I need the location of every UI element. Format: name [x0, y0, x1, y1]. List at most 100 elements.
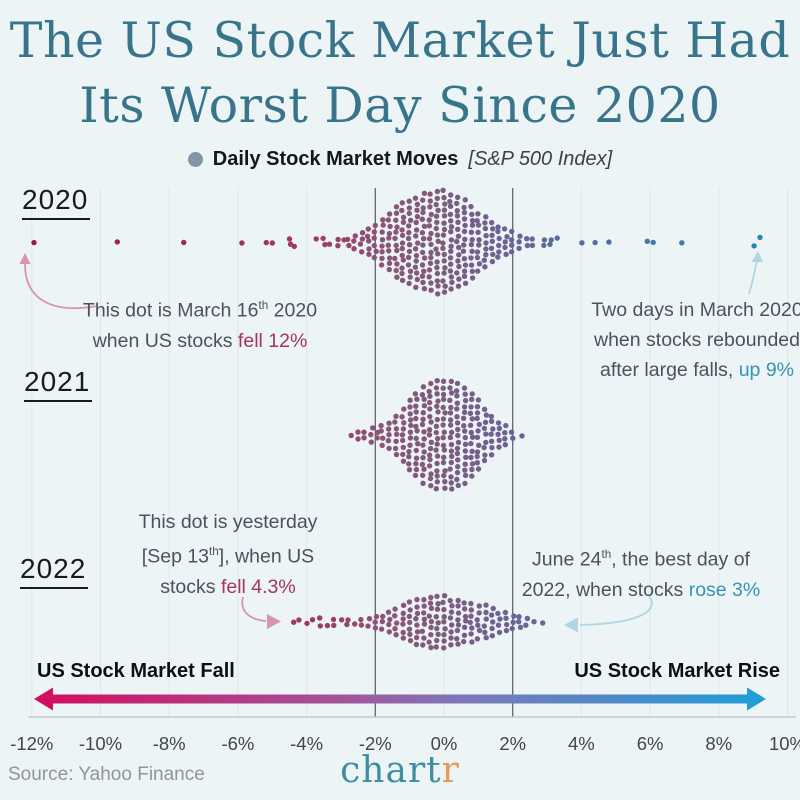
- data-dot: [448, 480, 454, 486]
- data-dot: [462, 391, 468, 397]
- data-dot: [448, 390, 455, 396]
- data-dot: [399, 270, 405, 277]
- data-dot: [386, 235, 392, 241]
- data-dot: [413, 403, 419, 409]
- data-dot: [448, 192, 454, 198]
- data-dot: [456, 276, 462, 282]
- data-dot: [394, 274, 400, 280]
- year-label-2021: 2021: [24, 366, 93, 402]
- data-dot: [400, 621, 406, 627]
- data-dot: [413, 455, 420, 461]
- data-dot: [482, 264, 488, 270]
- data-dot: [392, 255, 398, 262]
- data-dot: [440, 599, 446, 606]
- data-dot: [355, 429, 361, 435]
- data-dot: [489, 232, 495, 238]
- data-dot: [489, 625, 495, 632]
- data-dot: [399, 200, 405, 206]
- data-dot: [379, 618, 386, 625]
- title-line-2: Its Worst Day Since 2020: [79, 77, 721, 134]
- data-dot: [378, 262, 385, 268]
- data-dot: [467, 410, 474, 416]
- data-dot: [461, 268, 468, 274]
- data-dot: [421, 268, 427, 274]
- data-dot: [392, 445, 399, 452]
- data-dot: [405, 235, 412, 242]
- data-dot: [400, 444, 406, 451]
- data-dot: [406, 198, 412, 204]
- data-dot: [407, 637, 414, 644]
- data-dot: [419, 421, 426, 428]
- data-dot: [428, 605, 435, 611]
- data-dot: [407, 268, 414, 274]
- data-dot: [441, 207, 448, 213]
- data-dot: [400, 451, 406, 458]
- data-dot: [434, 403, 440, 409]
- data-dot: [426, 267, 433, 273]
- data-dot: [440, 378, 447, 384]
- data-dot: [496, 444, 502, 450]
- data-dot: [474, 636, 481, 642]
- data-dot: [441, 213, 448, 219]
- data-dot: [468, 607, 474, 613]
- data-dot: [468, 229, 475, 235]
- legend-label: Daily Stock Market Moves: [212, 148, 459, 170]
- data-dot: [421, 403, 428, 409]
- data-dot: [517, 624, 524, 630]
- data-dot: [495, 420, 502, 426]
- data-dot: [346, 242, 352, 249]
- data-dot: [455, 482, 461, 489]
- data-dot: [413, 227, 420, 233]
- data-dot: [454, 627, 461, 634]
- data-dot: [509, 242, 515, 248]
- data-dot: [449, 486, 455, 492]
- data-dot: [364, 233, 371, 239]
- data-dot: [385, 242, 391, 248]
- data-dot: [447, 434, 454, 441]
- data-dot: [495, 431, 501, 437]
- data-dot: [371, 242, 377, 249]
- data-dot: [503, 251, 509, 257]
- data-dot: [447, 466, 453, 472]
- data-dot: [483, 616, 489, 622]
- data-dot: [489, 444, 495, 451]
- data-dot: [379, 442, 385, 448]
- data-dot: [291, 243, 297, 250]
- annotation-arrow-sep-13-2022: [241, 596, 281, 629]
- data-dot: [428, 230, 434, 237]
- data-dot: [407, 397, 413, 403]
- data-dot: [401, 420, 407, 426]
- title-line-1: The US Stock Market Just Had: [9, 12, 791, 69]
- data-dot: [441, 447, 448, 453]
- data-dot: [392, 419, 398, 425]
- data-dot: [455, 622, 462, 628]
- data-dot: [441, 195, 447, 201]
- data-dot: [394, 431, 400, 437]
- data-dot: [407, 417, 414, 423]
- data-dot: [414, 629, 421, 635]
- data-dot: [469, 237, 475, 243]
- axis-tick-label: 2%: [499, 733, 527, 754]
- data-dot: [434, 637, 440, 644]
- data-dot: [516, 614, 522, 620]
- data-dot: [304, 620, 310, 627]
- data-dot: [579, 240, 585, 246]
- data-dot: [421, 436, 427, 442]
- data-dot: [414, 276, 420, 283]
- data-dot: [435, 620, 441, 626]
- data-dot: [421, 449, 427, 455]
- data-dot: [462, 262, 469, 268]
- data-dot: [511, 613, 517, 619]
- data-dot: [392, 606, 398, 612]
- data-dot: [474, 460, 480, 466]
- data-dot: [286, 236, 293, 242]
- data-dot: [454, 636, 460, 642]
- data-dot: [606, 239, 612, 245]
- data-dot: [516, 619, 522, 625]
- annotation-line: Two days in March 2020: [591, 299, 800, 321]
- data-dot: [239, 240, 245, 246]
- data-dot: [455, 426, 461, 433]
- data-dot: [392, 235, 398, 242]
- data-dot: [414, 596, 420, 603]
- data-dot: [427, 198, 433, 204]
